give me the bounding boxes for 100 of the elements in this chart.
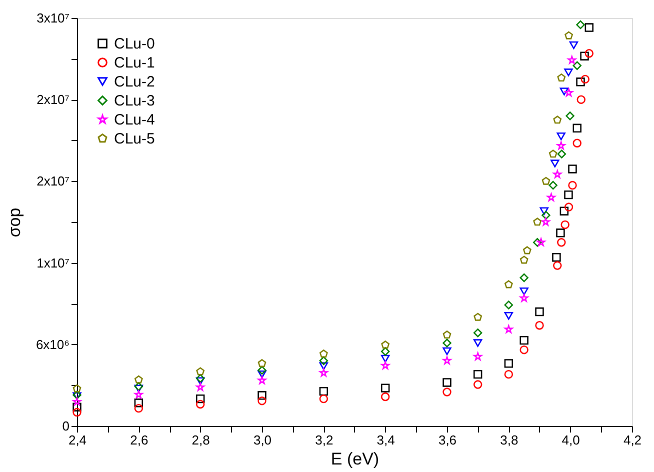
point [72, 402, 82, 412]
point [580, 52, 589, 60]
legend-label: CLu-0 [114, 36, 155, 52]
point [520, 288, 528, 296]
point [572, 124, 582, 133]
point [442, 330, 452, 339]
point [473, 339, 482, 347]
point [473, 380, 482, 389]
point [380, 392, 390, 402]
point [556, 141, 566, 150]
x-tick-label: 3,4 [376, 432, 395, 448]
y-axis-title: σop [4, 208, 24, 238]
point [576, 78, 585, 86]
point [548, 180, 558, 190]
point [576, 20, 585, 30]
point [504, 370, 514, 379]
legend-label: CLu-5 [114, 130, 155, 148]
point [552, 253, 561, 262]
x-tick-label: 3,2 [315, 432, 334, 448]
x-tick-label: 2,8 [192, 432, 210, 448]
legend-label: CLu-1 [114, 54, 155, 72]
point [504, 359, 514, 368]
point [196, 367, 205, 376]
point [473, 328, 482, 338]
point [258, 359, 266, 368]
y-tick-label: 1x10⁷ [36, 255, 70, 270]
point [560, 220, 570, 230]
point [564, 202, 574, 212]
point [584, 49, 594, 58]
point [557, 238, 566, 247]
point [533, 218, 542, 226]
point [557, 150, 566, 158]
point [474, 312, 482, 321]
point [72, 408, 82, 417]
point [520, 345, 528, 354]
x-tick-label: 3,0 [253, 432, 272, 448]
y-tick-label: 2x10⁷ [36, 174, 70, 189]
point [442, 388, 452, 396]
point [473, 370, 482, 379]
point [520, 256, 528, 264]
point [196, 400, 205, 409]
point [196, 377, 205, 385]
point [134, 404, 144, 413]
point [381, 340, 390, 349]
point [553, 116, 562, 124]
legend-label: CLu-2 [114, 74, 155, 90]
legend-label: CLu-3 [114, 92, 155, 110]
point [442, 356, 452, 364]
point [568, 180, 577, 190]
point [380, 347, 390, 356]
point [550, 160, 560, 168]
point [319, 362, 328, 370]
point [442, 347, 452, 356]
point [564, 190, 573, 200]
legend-label: CLu-4 [114, 112, 155, 128]
point [504, 280, 513, 288]
x-axis-title: E (eV) [330, 450, 380, 468]
point [556, 228, 565, 238]
point [380, 384, 390, 392]
point [584, 23, 594, 32]
point [319, 386, 328, 396]
point [196, 374, 205, 383]
point [542, 210, 550, 220]
point [258, 396, 266, 406]
y-tick-label: 2x10⁷ [36, 92, 70, 108]
point [576, 95, 586, 104]
point [522, 246, 532, 254]
point [319, 394, 328, 404]
point [580, 74, 590, 84]
point [556, 132, 566, 140]
point [72, 397, 82, 406]
x-tick-label: 2,4 [68, 432, 87, 448]
y-tick-label: 0 [62, 418, 70, 434]
y-tick-label: 6x10⁶ [36, 336, 70, 352]
point [566, 112, 574, 120]
point [442, 338, 452, 348]
point [542, 176, 550, 185]
point [520, 294, 528, 302]
x-tick-label: 2,6 [130, 432, 148, 448]
point [134, 375, 143, 384]
point [535, 307, 544, 316]
point [258, 370, 266, 378]
point [553, 261, 562, 270]
point [548, 150, 558, 158]
point [560, 206, 569, 216]
point [504, 312, 514, 320]
point [572, 138, 582, 148]
point [572, 61, 582, 70]
point [258, 366, 266, 375]
point [560, 88, 569, 96]
point [557, 73, 566, 82]
point [319, 350, 328, 358]
point [442, 378, 452, 387]
point [380, 354, 390, 363]
point [569, 41, 578, 50]
point [532, 238, 542, 247]
point [564, 68, 573, 76]
x-tick-label: 4,2 [623, 432, 642, 448]
point [520, 336, 528, 345]
point [196, 394, 205, 404]
